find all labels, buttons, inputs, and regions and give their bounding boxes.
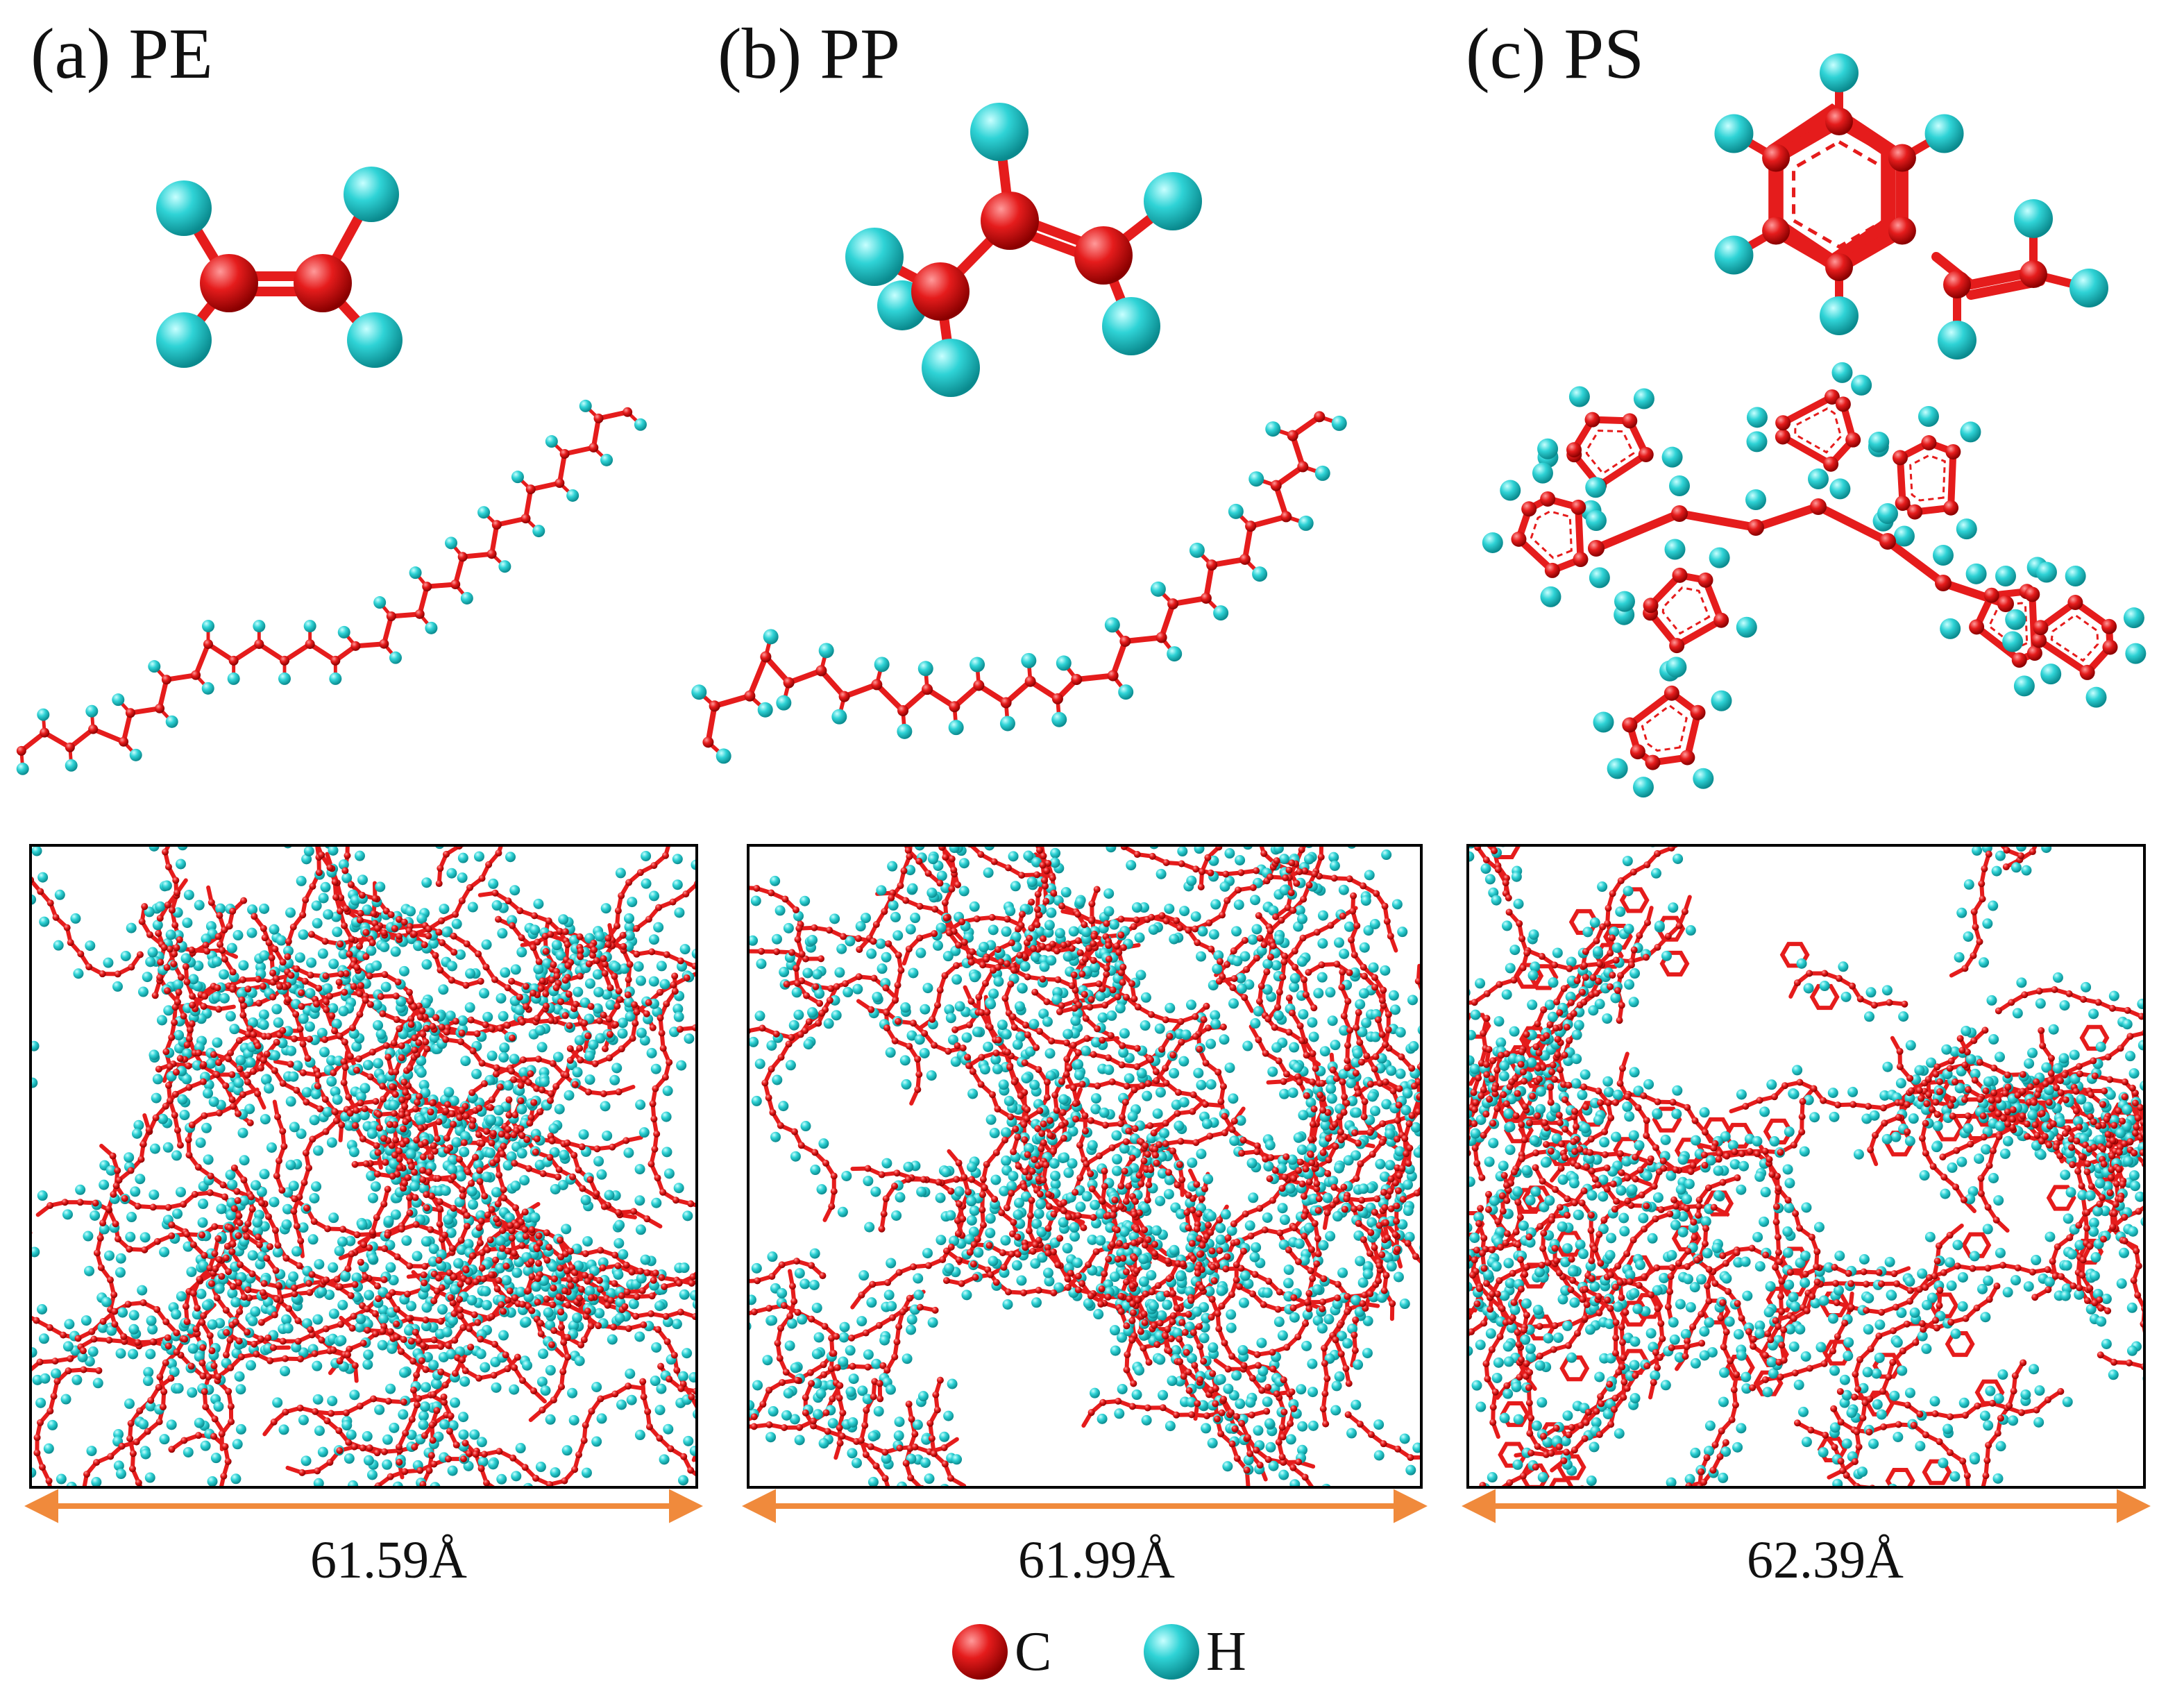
ps-box-length: 62.39Å <box>1747 1531 1904 1589</box>
pe-box-length: 61.59Å <box>310 1531 467 1589</box>
pp-monomer <box>845 103 1202 397</box>
ps-dimension-arrow <box>1462 1489 2151 1523</box>
pe-simulation-box <box>29 844 698 1489</box>
panel-title-pp: (b) PP <box>718 14 900 94</box>
ps-simulation-box <box>1466 844 2146 1489</box>
pp-cell-chains <box>748 845 1421 1487</box>
hydrogen-legend-label: H <box>1206 1621 1246 1682</box>
pe-dimension-arrow <box>24 1489 703 1523</box>
pp-box-length: 61.99Å <box>1018 1531 1175 1589</box>
pe-chain <box>16 399 647 775</box>
ps-cell-chains <box>1468 845 2144 1487</box>
pp-dimension-arrow <box>742 1489 1428 1523</box>
ps-chain <box>1482 362 2147 798</box>
pe-cell-chains <box>31 845 697 1487</box>
pp-simulation-box <box>747 844 1423 1489</box>
pe-monomer <box>156 167 403 368</box>
pp-chain <box>691 411 1347 764</box>
panel-title-ps: (c) PS <box>1466 14 1645 94</box>
carbon-legend-label: C <box>1015 1621 1052 1682</box>
carbon-legend-sphere <box>952 1624 1008 1680</box>
panel-title-pe: (a) PE <box>31 14 213 94</box>
ps-monomer-atoms <box>1714 53 2108 360</box>
hydrogen-legend-sphere <box>1144 1624 1199 1680</box>
